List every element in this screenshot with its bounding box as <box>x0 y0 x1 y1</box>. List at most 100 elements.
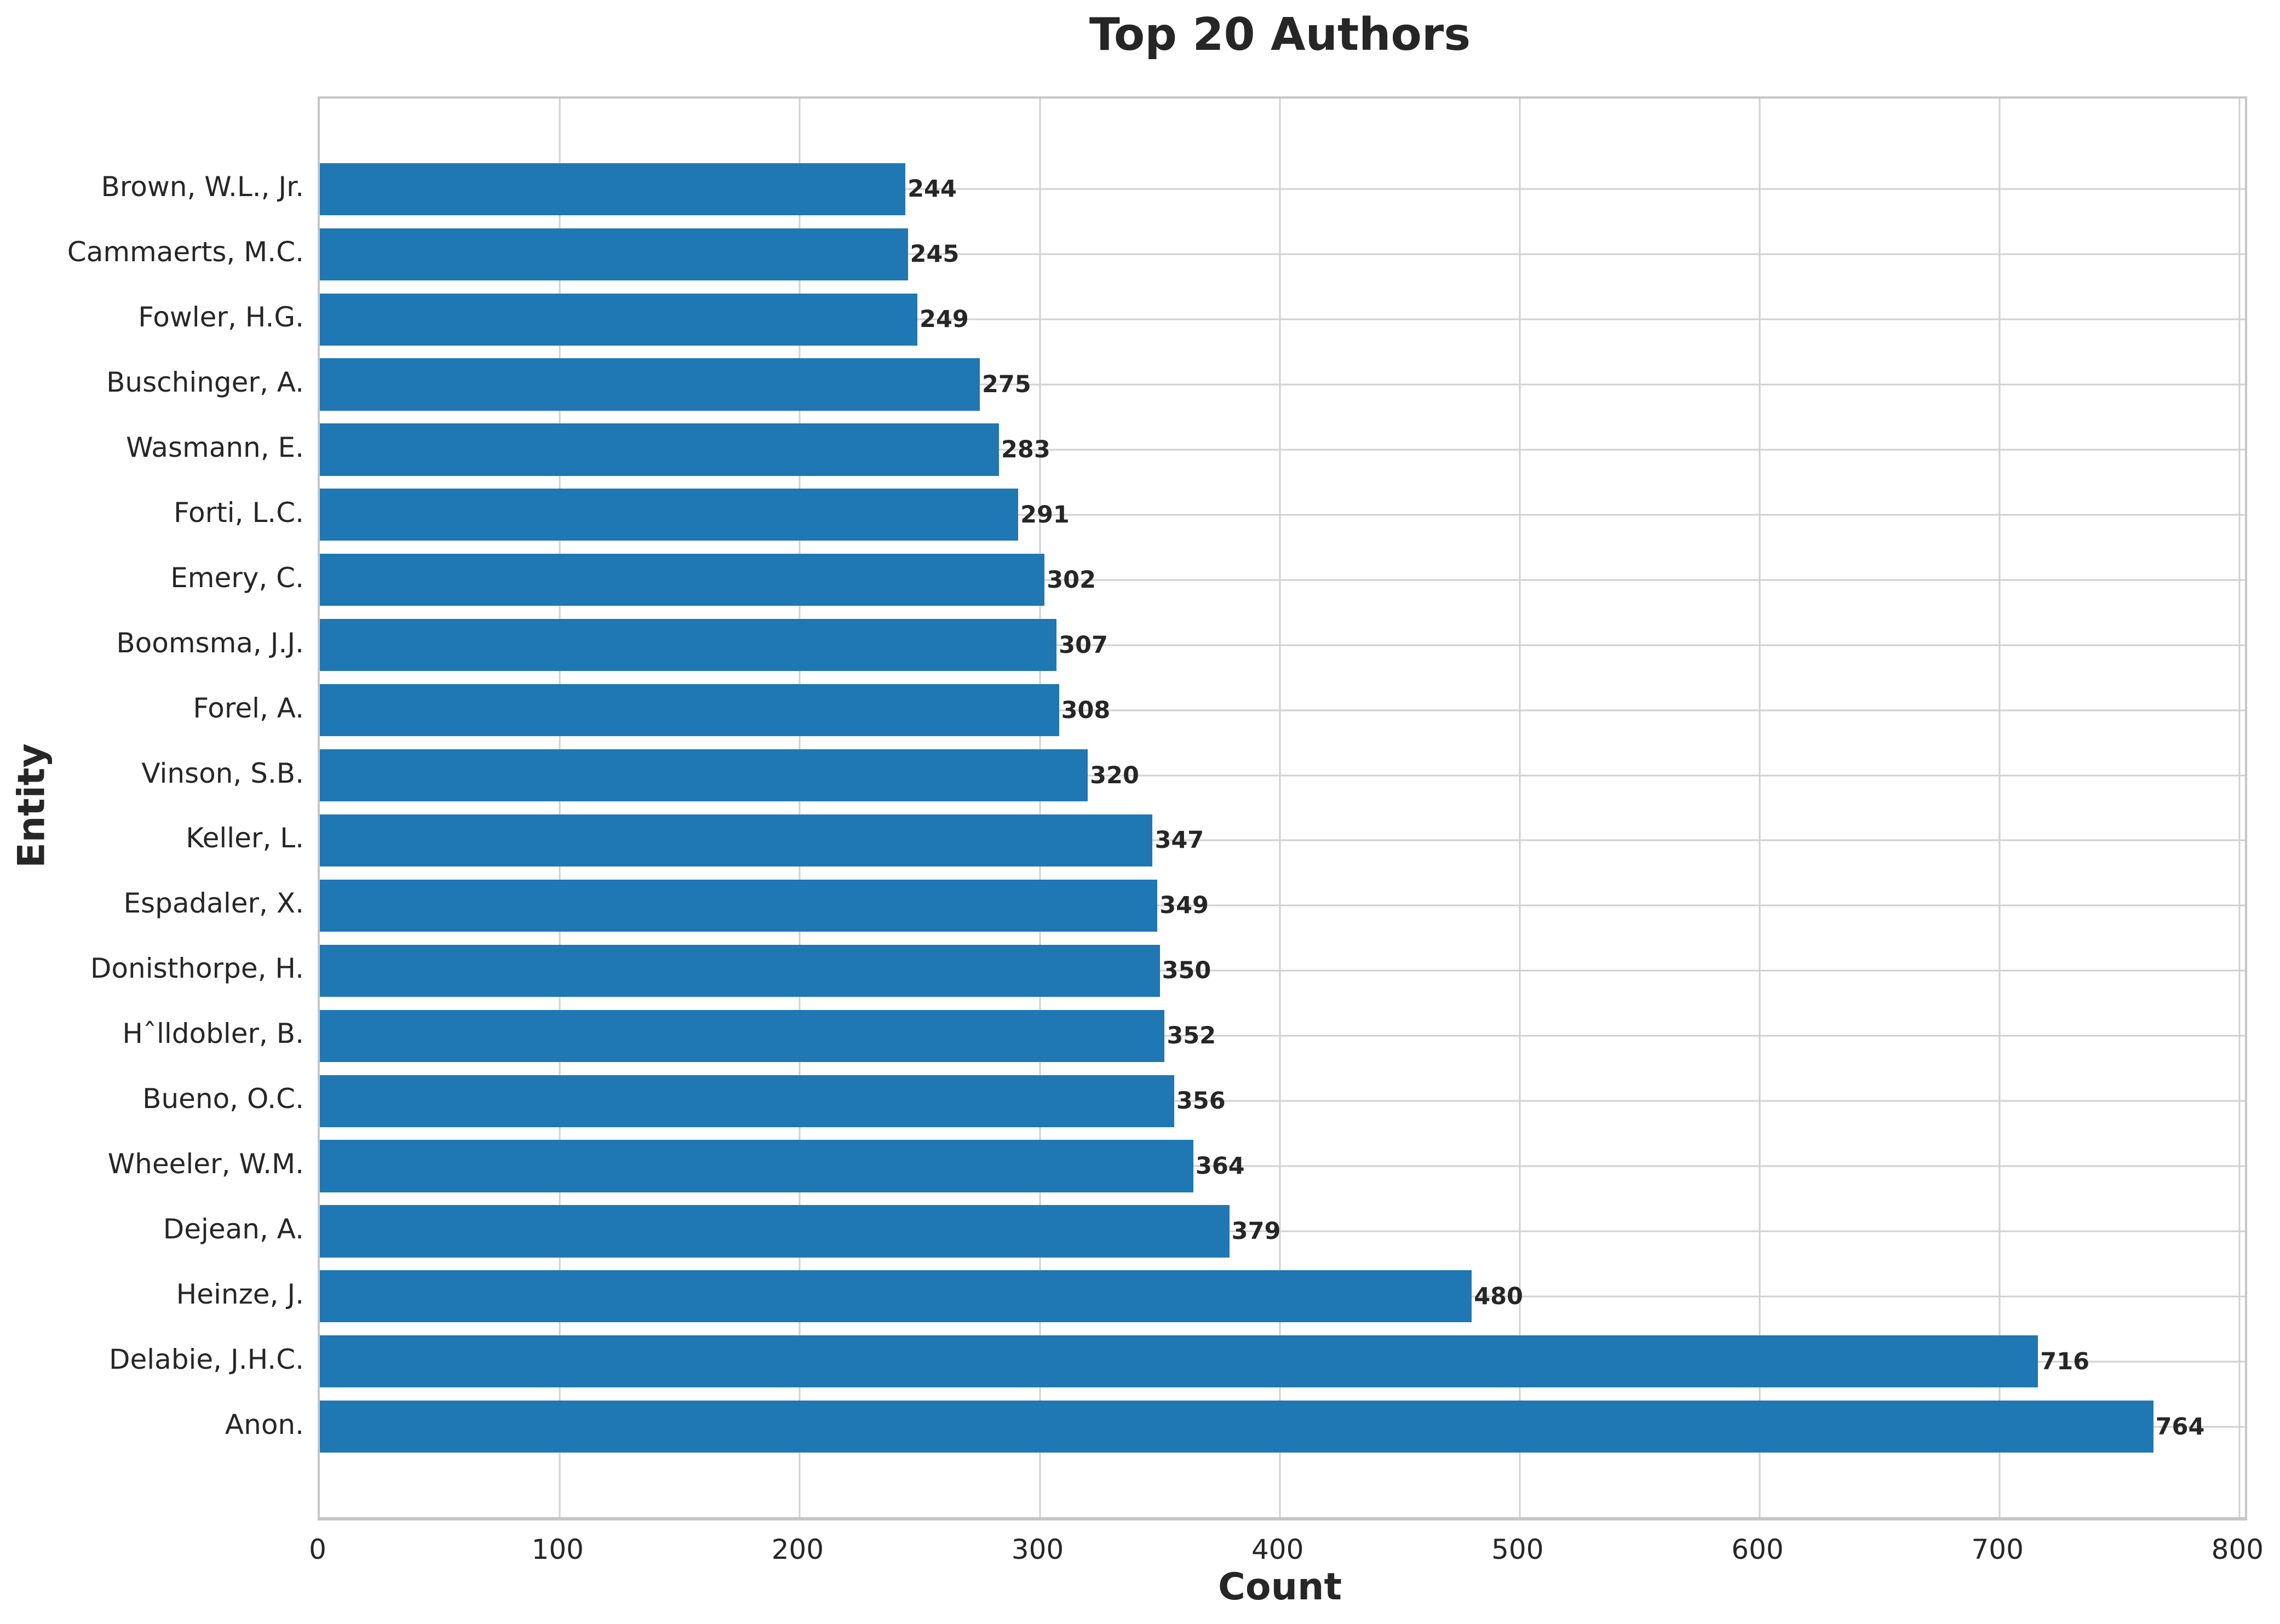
y-tick-label: Delabie, J.H.C. <box>108 1343 304 1375</box>
bar-value-label: 249 <box>920 306 969 334</box>
gridline-horizontal <box>320 904 2245 906</box>
gridline-horizontal <box>320 318 2245 320</box>
gridline-vertical <box>1759 99 1761 1517</box>
gridline-horizontal <box>320 188 2245 190</box>
y-tick-label: Anon. <box>225 1408 304 1441</box>
y-tick-label: Espadaler, X. <box>123 887 304 920</box>
bar <box>320 684 1059 737</box>
bar <box>320 423 1000 476</box>
x-tick-label: 600 <box>1731 1534 1784 1565</box>
y-tick-label: Buschinger, A. <box>106 366 304 399</box>
bar-value-label: 307 <box>1059 631 1108 659</box>
y-tick-label: Cammaerts, M.C. <box>67 236 304 268</box>
y-tick-label: Boomsma, J.J. <box>116 627 304 659</box>
bar-value-label: 347 <box>1155 827 1204 854</box>
y-tick-label: Heinze, J. <box>176 1278 304 1310</box>
y-axis-label: Entity <box>10 743 54 868</box>
gridline-horizontal <box>320 969 2245 972</box>
y-tick-label: Wheeler, W.M. <box>107 1148 304 1180</box>
bar <box>320 358 980 411</box>
bar-value-label: 356 <box>1176 1087 1226 1115</box>
bar-value-label: 291 <box>1020 501 1070 529</box>
bar <box>320 879 1158 932</box>
gridline-vertical <box>1998 99 2001 1517</box>
bar <box>320 163 906 215</box>
y-tick-label: Dejean, A. <box>163 1213 304 1245</box>
gridline-vertical <box>1039 99 1041 1517</box>
chart-title: Top 20 Authors <box>1089 9 1471 61</box>
bar-value-label: 764 <box>2155 1413 2205 1441</box>
x-tick-label: 800 <box>2211 1534 2264 1565</box>
gridline-horizontal <box>320 253 2245 255</box>
bar-value-label: 275 <box>981 371 1031 399</box>
bar-value-label: 320 <box>1090 761 1139 789</box>
bar <box>320 489 1019 541</box>
bar <box>320 1270 1472 1323</box>
y-tick-label: Vinson, S.B. <box>141 757 304 789</box>
gridline-horizontal <box>320 579 2245 581</box>
gridline-horizontal <box>320 1035 2245 1037</box>
plot-area: 244 245 249 275 283 291 302 307 308 320 347 349 350 3… <box>318 96 2247 1520</box>
bar <box>320 1009 1165 1062</box>
bar <box>320 293 918 346</box>
x-axis-tick-labels: 0 100 200 300 400 500 600 700 800 <box>309 1534 2264 1572</box>
bar-value-label: 283 <box>1001 435 1050 463</box>
y-tick-label: Fowler, H.G. <box>138 301 304 334</box>
gridline-vertical <box>799 99 801 1517</box>
gridline-horizontal <box>320 449 2245 451</box>
bar <box>320 228 908 280</box>
gridline-horizontal <box>320 1230 2245 1232</box>
gridline-horizontal <box>320 709 2245 711</box>
y-tick-label: Keller, L. <box>186 822 304 854</box>
y-tick-label: Wasmann, E. <box>126 431 304 463</box>
gridline-horizontal <box>320 383 2245 386</box>
bar-value-label: 244 <box>908 175 957 203</box>
y-tick-label: Bueno, O.C. <box>142 1083 304 1115</box>
bar <box>320 1335 2038 1388</box>
bar-value-label: 349 <box>1159 892 1209 920</box>
bar-value-label: 308 <box>1061 696 1111 724</box>
gridline-vertical <box>559 99 561 1517</box>
bar-value-label: 302 <box>1047 566 1096 594</box>
gridline-vertical <box>2238 99 2241 1517</box>
bar <box>320 749 1088 802</box>
bar-value-label: 379 <box>1231 1217 1281 1245</box>
y-tick-label: Emery, C. <box>170 561 304 594</box>
bar <box>320 554 1045 606</box>
gridline-horizontal <box>320 644 2245 646</box>
gridline-horizontal <box>320 1100 2245 1102</box>
bar <box>320 814 1153 867</box>
x-tick-label: 400 <box>1251 1534 1304 1565</box>
x-tick-label: 0 <box>309 1534 326 1565</box>
bar-value-label: 716 <box>2040 1347 2090 1375</box>
bar <box>320 1140 1193 1192</box>
x-tick-label: 500 <box>1491 1534 1544 1565</box>
gridline-horizontal <box>320 839 2245 841</box>
x-tick-label: 300 <box>1011 1534 1064 1565</box>
bar <box>320 1401 2153 1453</box>
gridline-vertical <box>1279 99 1281 1517</box>
bar <box>320 1075 1174 1127</box>
gridline-vertical <box>1519 99 1521 1517</box>
gridline-horizontal <box>320 514 2245 516</box>
x-tick-label: 100 <box>531 1534 584 1565</box>
bar-value-label: 480 <box>1474 1282 1523 1310</box>
y-tick-label: Hˆlldobler, B. <box>122 1018 304 1050</box>
y-tick-label: Forel, A. <box>193 692 304 724</box>
bar-value-label: 364 <box>1195 1152 1245 1180</box>
bar-value-label: 352 <box>1167 1022 1216 1050</box>
y-tick-label: Forti, L.C. <box>174 496 304 529</box>
gridline-horizontal <box>320 1165 2245 1167</box>
x-tick-label: 200 <box>771 1534 824 1565</box>
x-tick-label: 700 <box>1971 1534 2024 1565</box>
bar-value-label: 245 <box>910 240 960 268</box>
y-axis-tick-labels: Brown, W.L., Jr. Cammaerts, M.C. Fowler, H… <box>0 96 304 1515</box>
bar <box>320 1205 1230 1258</box>
gridline-horizontal <box>320 774 2245 777</box>
y-tick-label: Donisthorpe, H. <box>90 952 304 985</box>
bar <box>320 944 1160 997</box>
bar-value-label: 350 <box>1162 957 1211 985</box>
bar <box>320 619 1057 672</box>
y-tick-label: Brown, W.L., Jr. <box>101 171 304 203</box>
x-axis-label: Count <box>1218 1565 1342 1609</box>
